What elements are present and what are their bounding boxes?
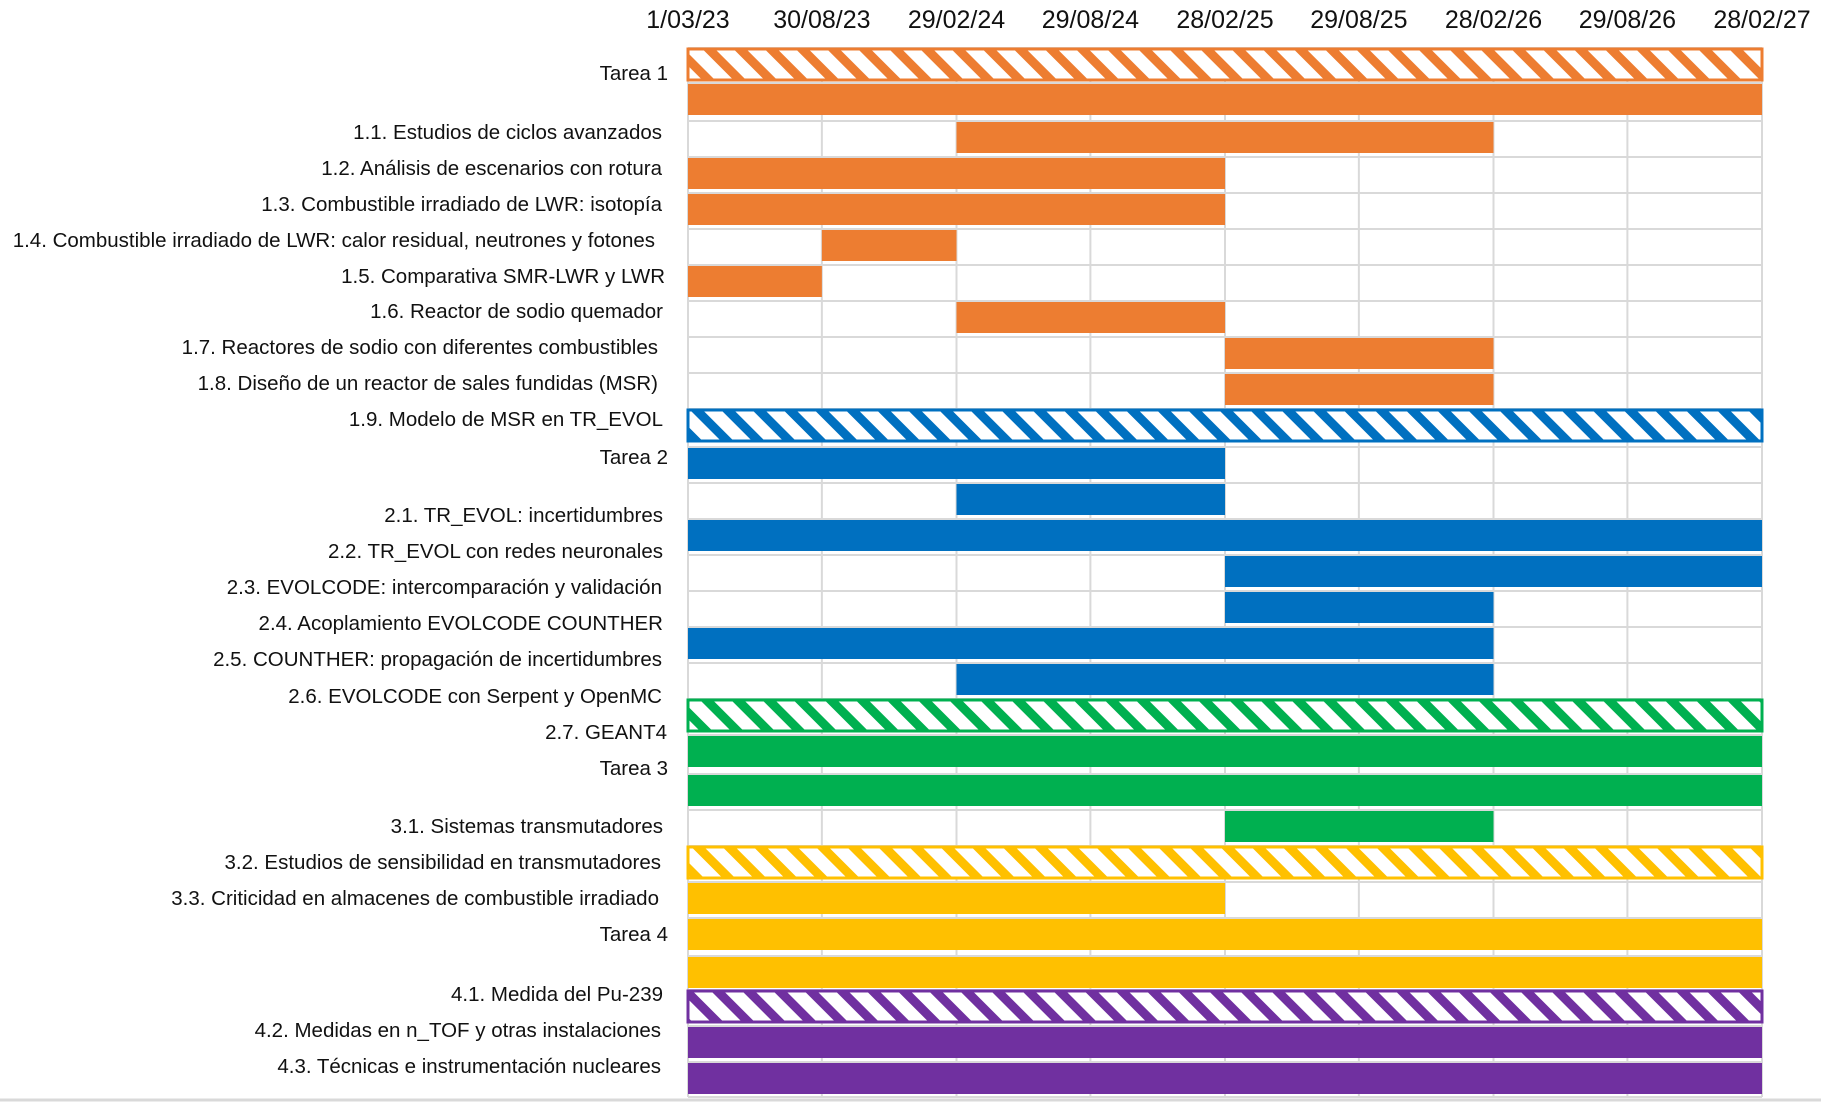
row-label: 4.3. Técnicas e instrumentación nucleare…	[277, 1055, 661, 1078]
task-bar	[688, 194, 1225, 225]
task-bar	[688, 775, 1762, 806]
grid	[0, 47, 1821, 1102]
task-bar	[1225, 374, 1494, 405]
task-bar	[1225, 338, 1494, 369]
task-bar	[688, 736, 1762, 767]
task-bar	[688, 84, 1762, 115]
task-bar	[821, 230, 957, 261]
task-bar	[956, 302, 1225, 333]
row-label: 1.4. Combustible irradiado de LWR: calor…	[13, 229, 655, 252]
row-label: 2.6. EVOLCODE con Serpent y OpenMC	[288, 685, 662, 708]
row-label: Tarea 2	[600, 446, 668, 469]
x-tick-label: 28/02/26	[1445, 6, 1542, 34]
row-label: Tarea 1	[600, 62, 668, 85]
task-bar	[688, 628, 1494, 659]
task-bar	[1225, 592, 1494, 623]
row-label: 1.7. Reactores de sodio con diferentes c…	[182, 336, 658, 359]
row-label: 2.5. COUNTHER: propagación de incertidum…	[213, 648, 662, 671]
task-bar	[688, 520, 1762, 551]
row-label: 4.2. Medidas en n_TOF y otras instalacio…	[255, 1019, 661, 1042]
x-tick-label: 29/08/25	[1310, 6, 1407, 34]
x-tick-label: 28/02/25	[1176, 6, 1273, 34]
task-bar	[688, 957, 1762, 988]
summary-bar	[686, 698, 1764, 733]
row-label: 1.9. Modelo de MSR en TR_EVOL	[349, 408, 663, 431]
task-bar	[1225, 811, 1494, 842]
row-label: 3.1. Sistemas transmutadores	[391, 815, 663, 838]
task-bar	[956, 122, 1494, 153]
task-bar	[688, 448, 1225, 479]
task-bar	[688, 883, 1225, 914]
task-bar	[688, 1027, 1762, 1058]
summary-bar	[686, 845, 1764, 880]
x-tick-label: 29/02/24	[908, 6, 1005, 34]
summary-bar	[686, 47, 1764, 82]
row-label: 2.7. GEANT4	[545, 721, 667, 744]
summary-bar	[686, 989, 1764, 1024]
row-label: 1.6. Reactor de sodio quemador	[370, 300, 663, 323]
row-label: 4.1. Medida del Pu-239	[451, 983, 663, 1006]
x-tick-label: 29/08/24	[1042, 6, 1139, 34]
task-bar	[688, 1063, 1762, 1094]
row-label: 1.5. Comparativa SMR-LWR y LWR	[341, 265, 665, 288]
row-label: Tarea 4	[600, 923, 668, 946]
row-label: 2.2. TR_EVOL con redes neuronales	[328, 540, 663, 563]
row-label: 3.2. Estudios de sensibilidad en transmu…	[225, 851, 661, 874]
row-label: 1.3. Combustible irradiado de LWR: isoto…	[261, 193, 662, 216]
row-label: 3.3. Criticidad en almacenes de combusti…	[171, 887, 659, 910]
x-tick-label: 28/02/27	[1713, 6, 1810, 34]
row-label: 1.1. Estudios de ciclos avanzados	[353, 121, 662, 144]
task-bar	[956, 664, 1494, 695]
task-bar	[1225, 556, 1762, 587]
row-label: 2.3. EVOLCODE: intercomparación y valida…	[227, 576, 662, 599]
row-label: 1.2. Análisis de escenarios con rotura	[321, 157, 662, 180]
summary-bar	[686, 408, 1764, 443]
x-tick-label: 29/08/26	[1579, 6, 1676, 34]
row-label: 2.1. TR_EVOL: incertidumbres	[384, 504, 663, 527]
x-tick-label: 1/03/23	[646, 6, 729, 34]
row-label: 1.8. Diseño de un reactor de sales fundi…	[198, 372, 658, 395]
row-label: Tarea 3	[600, 757, 668, 780]
row-label: 2.4. Acoplamiento EVOLCODE COUNTHER	[259, 612, 663, 635]
x-axis-ticks: 1/03/23 30/08/23 29/02/24 29/08/24 28/02/25 2…	[646, 6, 1810, 34]
task-bar	[688, 266, 822, 297]
task-bar	[688, 919, 1762, 950]
x-tick-label: 30/08/23	[773, 6, 870, 34]
task-bar	[688, 158, 1225, 189]
task-bar	[956, 484, 1225, 515]
row-labels: Tarea 1 1.1. Estudios de ciclos avanzados…	[13, 62, 668, 1078]
bars	[686, 47, 1764, 1094]
